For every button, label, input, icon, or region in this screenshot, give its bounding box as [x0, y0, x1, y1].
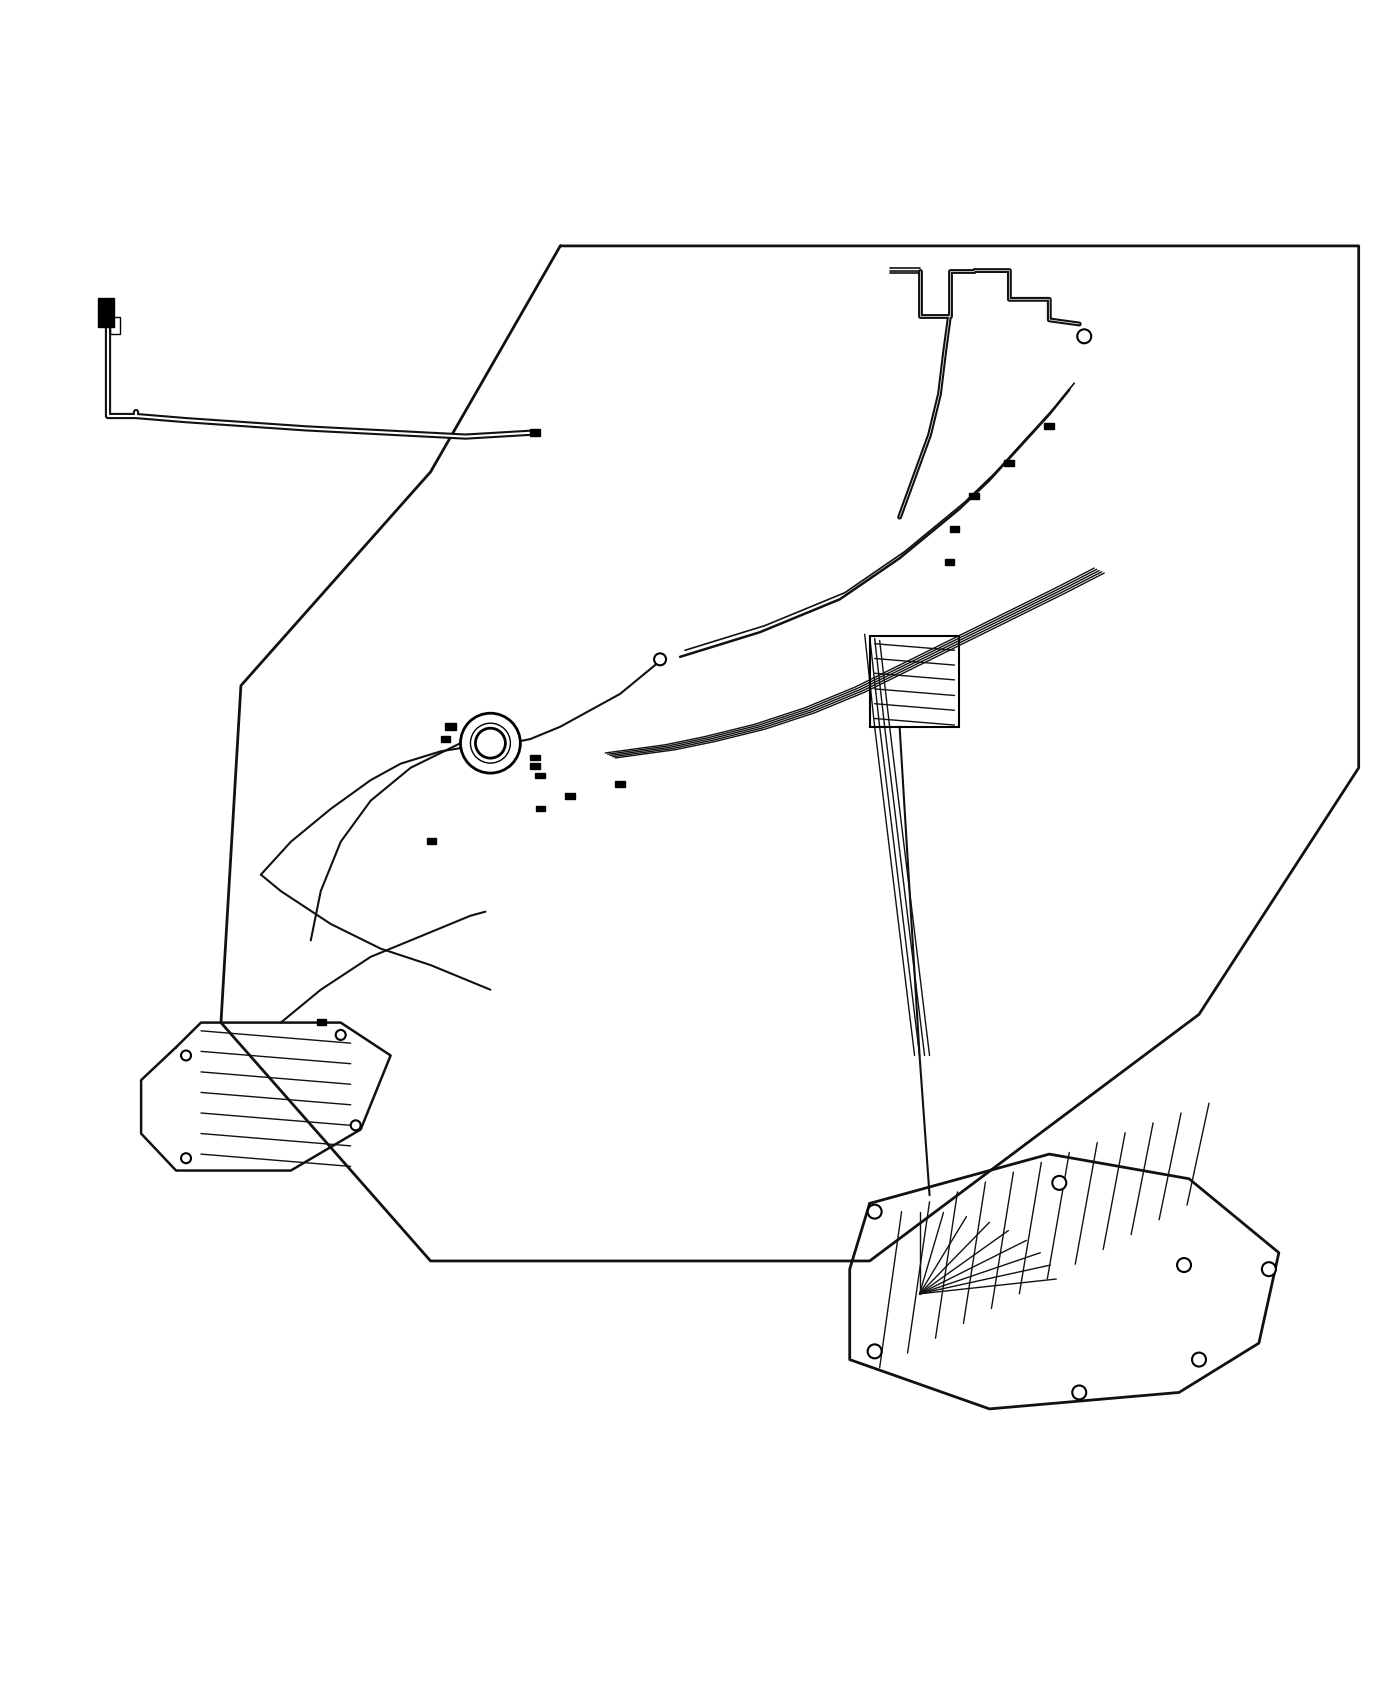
Bar — [949, 527, 959, 532]
Bar — [1004, 461, 1015, 466]
Circle shape — [470, 722, 511, 763]
Bar — [427, 838, 435, 845]
Bar — [316, 1020, 326, 1025]
Bar — [535, 774, 546, 779]
Bar — [111, 318, 120, 333]
Circle shape — [654, 653, 666, 665]
Circle shape — [350, 1120, 361, 1130]
Circle shape — [1177, 1258, 1191, 1272]
Bar — [531, 755, 540, 760]
Circle shape — [181, 1051, 190, 1061]
Bar — [969, 493, 980, 500]
Circle shape — [1053, 1176, 1067, 1190]
Bar — [98, 298, 115, 328]
Circle shape — [476, 728, 505, 758]
Circle shape — [868, 1205, 882, 1219]
Bar — [445, 724, 456, 729]
Bar — [531, 428, 540, 435]
Bar — [536, 806, 546, 811]
Circle shape — [868, 1345, 882, 1358]
Bar — [945, 559, 955, 564]
Bar — [1044, 423, 1054, 428]
Circle shape — [1261, 1261, 1275, 1277]
Bar — [531, 763, 540, 768]
Circle shape — [461, 714, 521, 774]
Circle shape — [336, 1030, 346, 1040]
Bar — [615, 780, 626, 787]
Bar — [566, 794, 575, 799]
Circle shape — [1072, 1386, 1086, 1399]
Circle shape — [1191, 1353, 1205, 1367]
Circle shape — [181, 1153, 190, 1163]
Bar — [441, 736, 451, 741]
Bar — [869, 636, 959, 726]
Circle shape — [1077, 330, 1091, 343]
